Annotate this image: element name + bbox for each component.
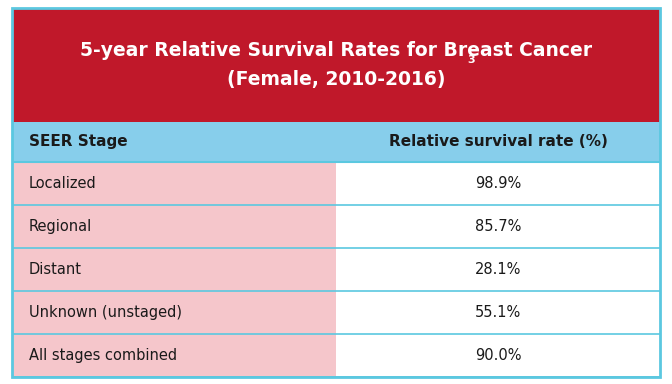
Text: 90.0%: 90.0% — [474, 348, 521, 363]
Text: (Female, 2010-2016): (Female, 2010-2016) — [226, 70, 446, 89]
Text: 28.1%: 28.1% — [474, 262, 521, 277]
Bar — [336, 291, 660, 334]
Text: Unknown (unstaged): Unknown (unstaged) — [29, 305, 182, 320]
Text: 85.7%: 85.7% — [474, 219, 521, 234]
Text: Distant: Distant — [29, 262, 82, 277]
Bar — [12, 162, 336, 205]
Text: Relative survival rate (%): Relative survival rate (%) — [388, 134, 607, 149]
Bar — [12, 122, 660, 162]
Bar — [12, 334, 336, 377]
Bar — [12, 248, 336, 291]
Bar — [336, 248, 660, 291]
Bar — [336, 334, 660, 377]
Text: Localized: Localized — [29, 176, 97, 191]
Text: 3: 3 — [467, 55, 474, 65]
Bar — [12, 8, 660, 122]
Text: Regional: Regional — [29, 219, 92, 234]
Bar — [12, 205, 336, 248]
Bar — [336, 162, 660, 205]
Bar — [12, 291, 336, 334]
Text: SEER Stage: SEER Stage — [29, 134, 128, 149]
Bar — [336, 205, 660, 248]
Text: 5-year Relative Survival Rates for Breast Cancer: 5-year Relative Survival Rates for Breas… — [80, 41, 592, 60]
Text: 98.9%: 98.9% — [475, 176, 521, 191]
Text: 55.1%: 55.1% — [475, 305, 521, 320]
Text: All stages combined: All stages combined — [29, 348, 177, 363]
